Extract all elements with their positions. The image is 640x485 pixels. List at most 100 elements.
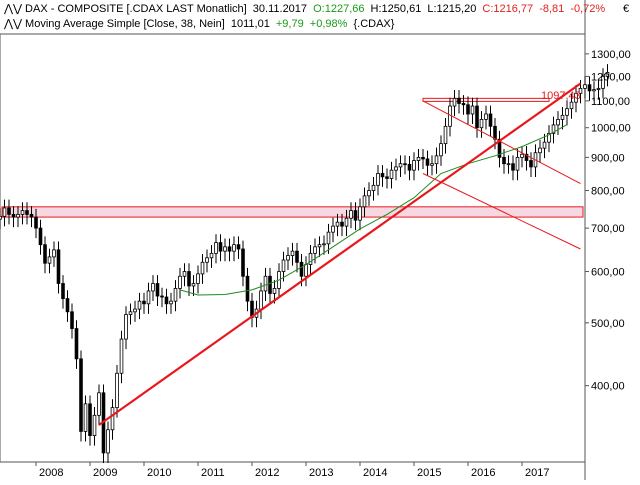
candle-body bbox=[376, 173, 380, 186]
close-value: C:1216,77 bbox=[482, 3, 534, 15]
candle-body bbox=[133, 308, 137, 313]
candle-body bbox=[38, 227, 43, 246]
candle-body bbox=[295, 250, 299, 263]
candle-body bbox=[119, 338, 124, 374]
x-tick-label: 2011 bbox=[201, 467, 225, 479]
candle-body bbox=[151, 283, 155, 292]
candle-body bbox=[367, 190, 371, 197]
candle-body bbox=[232, 244, 236, 252]
candle-body bbox=[569, 101, 574, 110]
candle-body bbox=[524, 153, 529, 161]
candle-body bbox=[605, 72, 610, 77]
candle-body bbox=[380, 173, 385, 178]
chart-toggle-icon[interactable]: ⋀⋁ bbox=[4, 3, 23, 15]
chart-title: DAX - COMPOSITE [.CDAX LAST Monatlich] bbox=[25, 3, 247, 15]
candle-body bbox=[556, 118, 560, 126]
candle-body bbox=[281, 259, 286, 272]
x-tick-label: 2016 bbox=[471, 467, 495, 479]
candle-body bbox=[542, 141, 547, 149]
candle-body bbox=[511, 163, 515, 171]
candle-body bbox=[25, 210, 29, 215]
candle-body bbox=[326, 231, 331, 245]
x-tick-label: 2012 bbox=[255, 467, 279, 479]
candle-body bbox=[209, 252, 214, 259]
candle-body bbox=[313, 246, 317, 254]
candle-body bbox=[218, 242, 223, 252]
candle-body bbox=[83, 403, 88, 432]
ma-change-pct: +0,98% bbox=[309, 18, 348, 30]
x-tick-label: 2009 bbox=[93, 467, 117, 479]
y-tick-label: 1200,00 bbox=[591, 71, 631, 83]
candle-body bbox=[290, 250, 295, 256]
candle-body bbox=[97, 392, 101, 416]
candle-body bbox=[547, 133, 551, 143]
candle-body bbox=[439, 143, 443, 157]
candle-body bbox=[7, 207, 11, 215]
change-pct-value: -0,72% bbox=[570, 3, 606, 15]
candle-body bbox=[488, 113, 493, 127]
candle-body bbox=[466, 104, 470, 115]
y-tick-label: 1000,00 bbox=[591, 123, 631, 135]
candle-body bbox=[322, 243, 326, 246]
candle-body bbox=[403, 163, 407, 166]
candle-body bbox=[457, 97, 461, 104]
candle-body bbox=[529, 160, 533, 168]
y-tick-label: 800,00 bbox=[591, 186, 625, 198]
candle-body bbox=[47, 256, 52, 264]
candle-body bbox=[223, 246, 227, 252]
candle-body bbox=[56, 249, 61, 284]
candle-body bbox=[493, 125, 497, 140]
candle-body bbox=[259, 290, 263, 310]
candle-body bbox=[592, 89, 596, 92]
candle-body bbox=[227, 246, 232, 252]
x-tick-label: 2013 bbox=[309, 467, 333, 479]
y-tick-label: 900,00 bbox=[591, 152, 625, 164]
candle-body bbox=[443, 125, 448, 145]
candle-body bbox=[353, 210, 358, 221]
candle-body bbox=[173, 288, 178, 302]
candle-body bbox=[2, 207, 7, 217]
ma-toggle-icon[interactable]: ⋀⋁ bbox=[4, 18, 23, 30]
candle-body bbox=[578, 87, 583, 94]
candle-body bbox=[470, 105, 475, 115]
candle-body bbox=[34, 216, 38, 229]
candle-body bbox=[344, 217, 349, 227]
moving-average-line bbox=[179, 124, 568, 296]
candle-body bbox=[29, 213, 34, 218]
candle-body bbox=[205, 257, 209, 263]
candle-body bbox=[475, 105, 479, 129]
candle-body bbox=[389, 169, 394, 179]
candle-body bbox=[241, 248, 245, 277]
candle-body bbox=[200, 261, 205, 275]
channel-upper-line bbox=[422, 100, 581, 185]
candle-body bbox=[461, 103, 466, 106]
candle-body bbox=[236, 244, 241, 250]
ma-header: ⋀⋁ Moving Average Simple [Close, 38, Nein… bbox=[4, 17, 397, 31]
candle-body bbox=[128, 311, 133, 315]
candle-body bbox=[187, 271, 191, 287]
low-value: L:1215,20 bbox=[427, 3, 477, 15]
x-tick-label: 2010 bbox=[147, 467, 171, 479]
resistance-band-0 bbox=[1, 206, 584, 218]
candle-body bbox=[484, 113, 488, 120]
candle-body bbox=[196, 273, 200, 284]
resistance-band-1 bbox=[422, 97, 550, 102]
ma-change: +9,79 bbox=[275, 18, 304, 30]
candle-body bbox=[61, 283, 65, 299]
candle-body bbox=[0, 215, 2, 220]
candle-body bbox=[16, 213, 20, 218]
candle-body bbox=[110, 407, 115, 431]
candle-body bbox=[596, 87, 601, 90]
ma-symbol: {.CDAX} bbox=[353, 18, 395, 30]
candle-body bbox=[286, 255, 290, 261]
candle-body bbox=[502, 156, 506, 165]
currency-symbol: € bbox=[623, 3, 630, 15]
candle-body bbox=[430, 163, 434, 166]
candle-body bbox=[560, 114, 565, 120]
candle-body bbox=[263, 275, 268, 292]
candle-body bbox=[178, 275, 182, 289]
candle-body bbox=[65, 298, 70, 313]
candle-body bbox=[88, 403, 92, 436]
candle-body bbox=[331, 225, 335, 233]
y-tick-label: 400,00 bbox=[591, 381, 625, 393]
